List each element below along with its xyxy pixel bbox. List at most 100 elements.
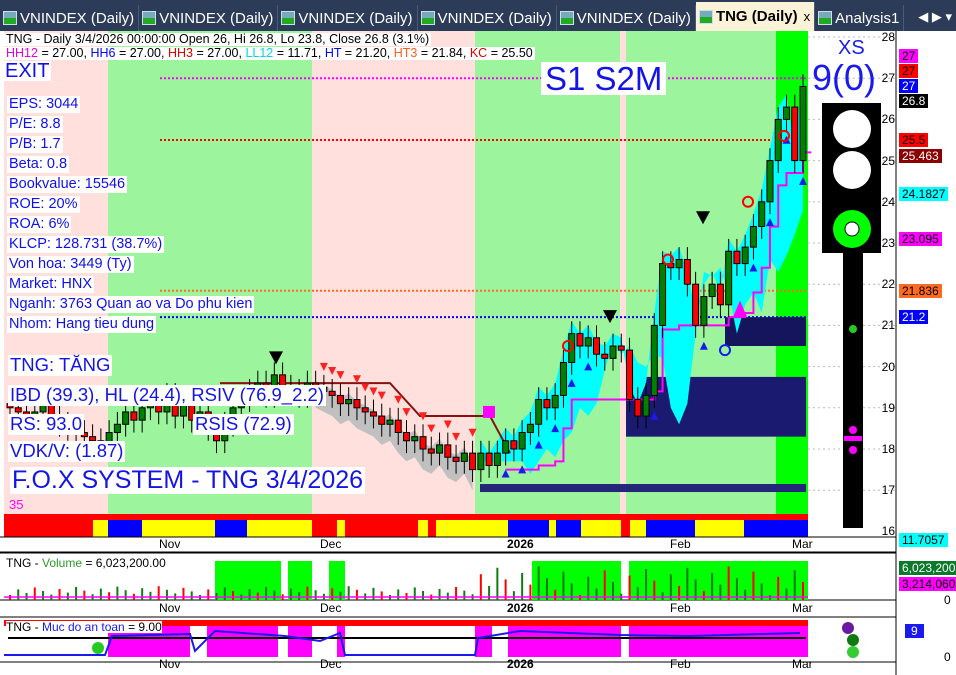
candle-body [551,394,559,409]
tab-label: TNG (Daily) [715,8,798,25]
sell-arrow-icon [319,362,328,371]
candle-body [650,324,658,396]
safety-ticker: TNG - [6,620,42,634]
candle-body [716,283,724,306]
price-chart[interactable] [0,31,956,675]
time-tick: Nov [159,537,181,551]
blue-circle-icon [719,344,731,357]
candle-body [617,345,625,351]
price-tick: 17 [881,483,895,498]
safety-name: Muc do an toan [42,620,125,634]
candle-body [138,407,146,421]
signal-strip-segment [247,520,312,537]
candle-body [543,399,551,409]
signal-strip-segment [581,520,621,537]
signal-strip-segment [418,520,428,537]
light-off-icon [833,151,871,189]
candle-body [518,432,526,450]
price-tick: 19 [881,400,895,415]
fundamental-item: Bookvalue: 15546 [7,176,128,193]
volume-last-label: 6,023,200 [899,561,956,575]
level-key: HH6 [90,46,116,60]
candle-body [452,456,460,462]
candle-body [485,452,493,466]
candle-body [559,361,567,396]
signal-strip-segment [646,520,695,537]
candle-body [526,423,534,434]
candle-body [642,394,650,417]
time-tick: Mar [792,601,813,615]
tab-scroll-buttons[interactable]: ◀ ▶ ▾ [918,9,952,24]
buy-arrow-icon [501,469,510,478]
signal-strip-segment [337,520,345,537]
candle-body [460,452,468,462]
time-tick: Mar [792,537,813,551]
signal-circle-icon [742,195,754,208]
price-tick: 25 [881,153,895,168]
candle-body [130,411,138,421]
price-tick: 23 [881,236,895,250]
fundamental-item: Nganh: 3763 Quan ao va Do phu kien [7,296,255,313]
time-tick: 2026 [507,601,534,615]
safety-value: = 9.00 [124,620,162,634]
time-tick: Nov [159,657,181,671]
time-tick: 2026 [507,657,534,671]
tab-4[interactable]: VNINDEX (Daily) [557,5,696,31]
price-label: 27 [899,63,919,78]
candle-body [386,419,394,425]
sell-arrow-icon [361,383,370,392]
candle-body [179,403,187,417]
signal-strip-segment [744,520,808,537]
fundamental-item: EPS: 3044 [7,96,81,113]
candle-body [659,263,667,326]
volume-zone [532,561,621,600]
tab-3[interactable]: VNINDEX (Daily) [418,5,557,31]
tab-6[interactable]: Analysis1 [815,5,905,31]
candle-body [436,444,444,454]
candle-body [493,452,501,466]
candle-body [411,436,419,442]
signal-strip [4,514,808,520]
dash-icon [844,436,862,441]
volume-avg-label: 3,214,060 [899,577,956,591]
price-tick: 22 [881,277,895,292]
candle-body [378,415,386,425]
level-value: = 11.71, [273,46,325,60]
tab-0[interactable]: VNINDEX (Daily) [0,5,140,31]
price-tick: 27 [881,71,895,86]
buy-arrow-icon [551,424,560,433]
candle-body [427,448,435,454]
price-label: 21.2 [899,310,929,325]
xs-label: XS [838,37,865,59]
volume-zone [215,561,281,600]
candle-body [14,407,22,413]
tab-1[interactable]: VNINDEX (Daily) [139,5,279,31]
time-tick: Dec [320,601,342,615]
close-tab-icon[interactable]: x [803,9,811,24]
time-tick: Feb [670,657,691,671]
sell-arrow-icon [419,412,428,421]
buy-arrow-icon [518,465,527,474]
chart-icon [420,11,435,25]
level-value: = 27.00, [192,46,246,60]
zone-background [620,31,626,514]
marker-square [483,405,495,418]
xs-value: 9(0) [812,57,877,98]
top-triangle-icon [269,351,283,365]
level-key: LL12 [245,46,274,60]
candle-body [535,399,543,425]
buy-arrow-icon [749,263,758,272]
price-label: 26.8 [899,93,929,108]
time-tick: 2026 [507,537,534,551]
candle-body [692,283,700,326]
signal-strip-segment [142,520,215,537]
legend-dot-icon [847,646,859,658]
volume-ticker: TNG - [6,556,42,570]
tab-5[interactable]: TNG (Daily) x [695,2,816,31]
price-label: 21.836 [899,283,942,298]
volume-zone [629,561,808,600]
tab-2[interactable]: VNINDEX (Daily) [278,5,418,31]
candle-body [576,333,584,347]
top-triangle-icon [603,310,617,324]
candle-body [469,452,477,471]
